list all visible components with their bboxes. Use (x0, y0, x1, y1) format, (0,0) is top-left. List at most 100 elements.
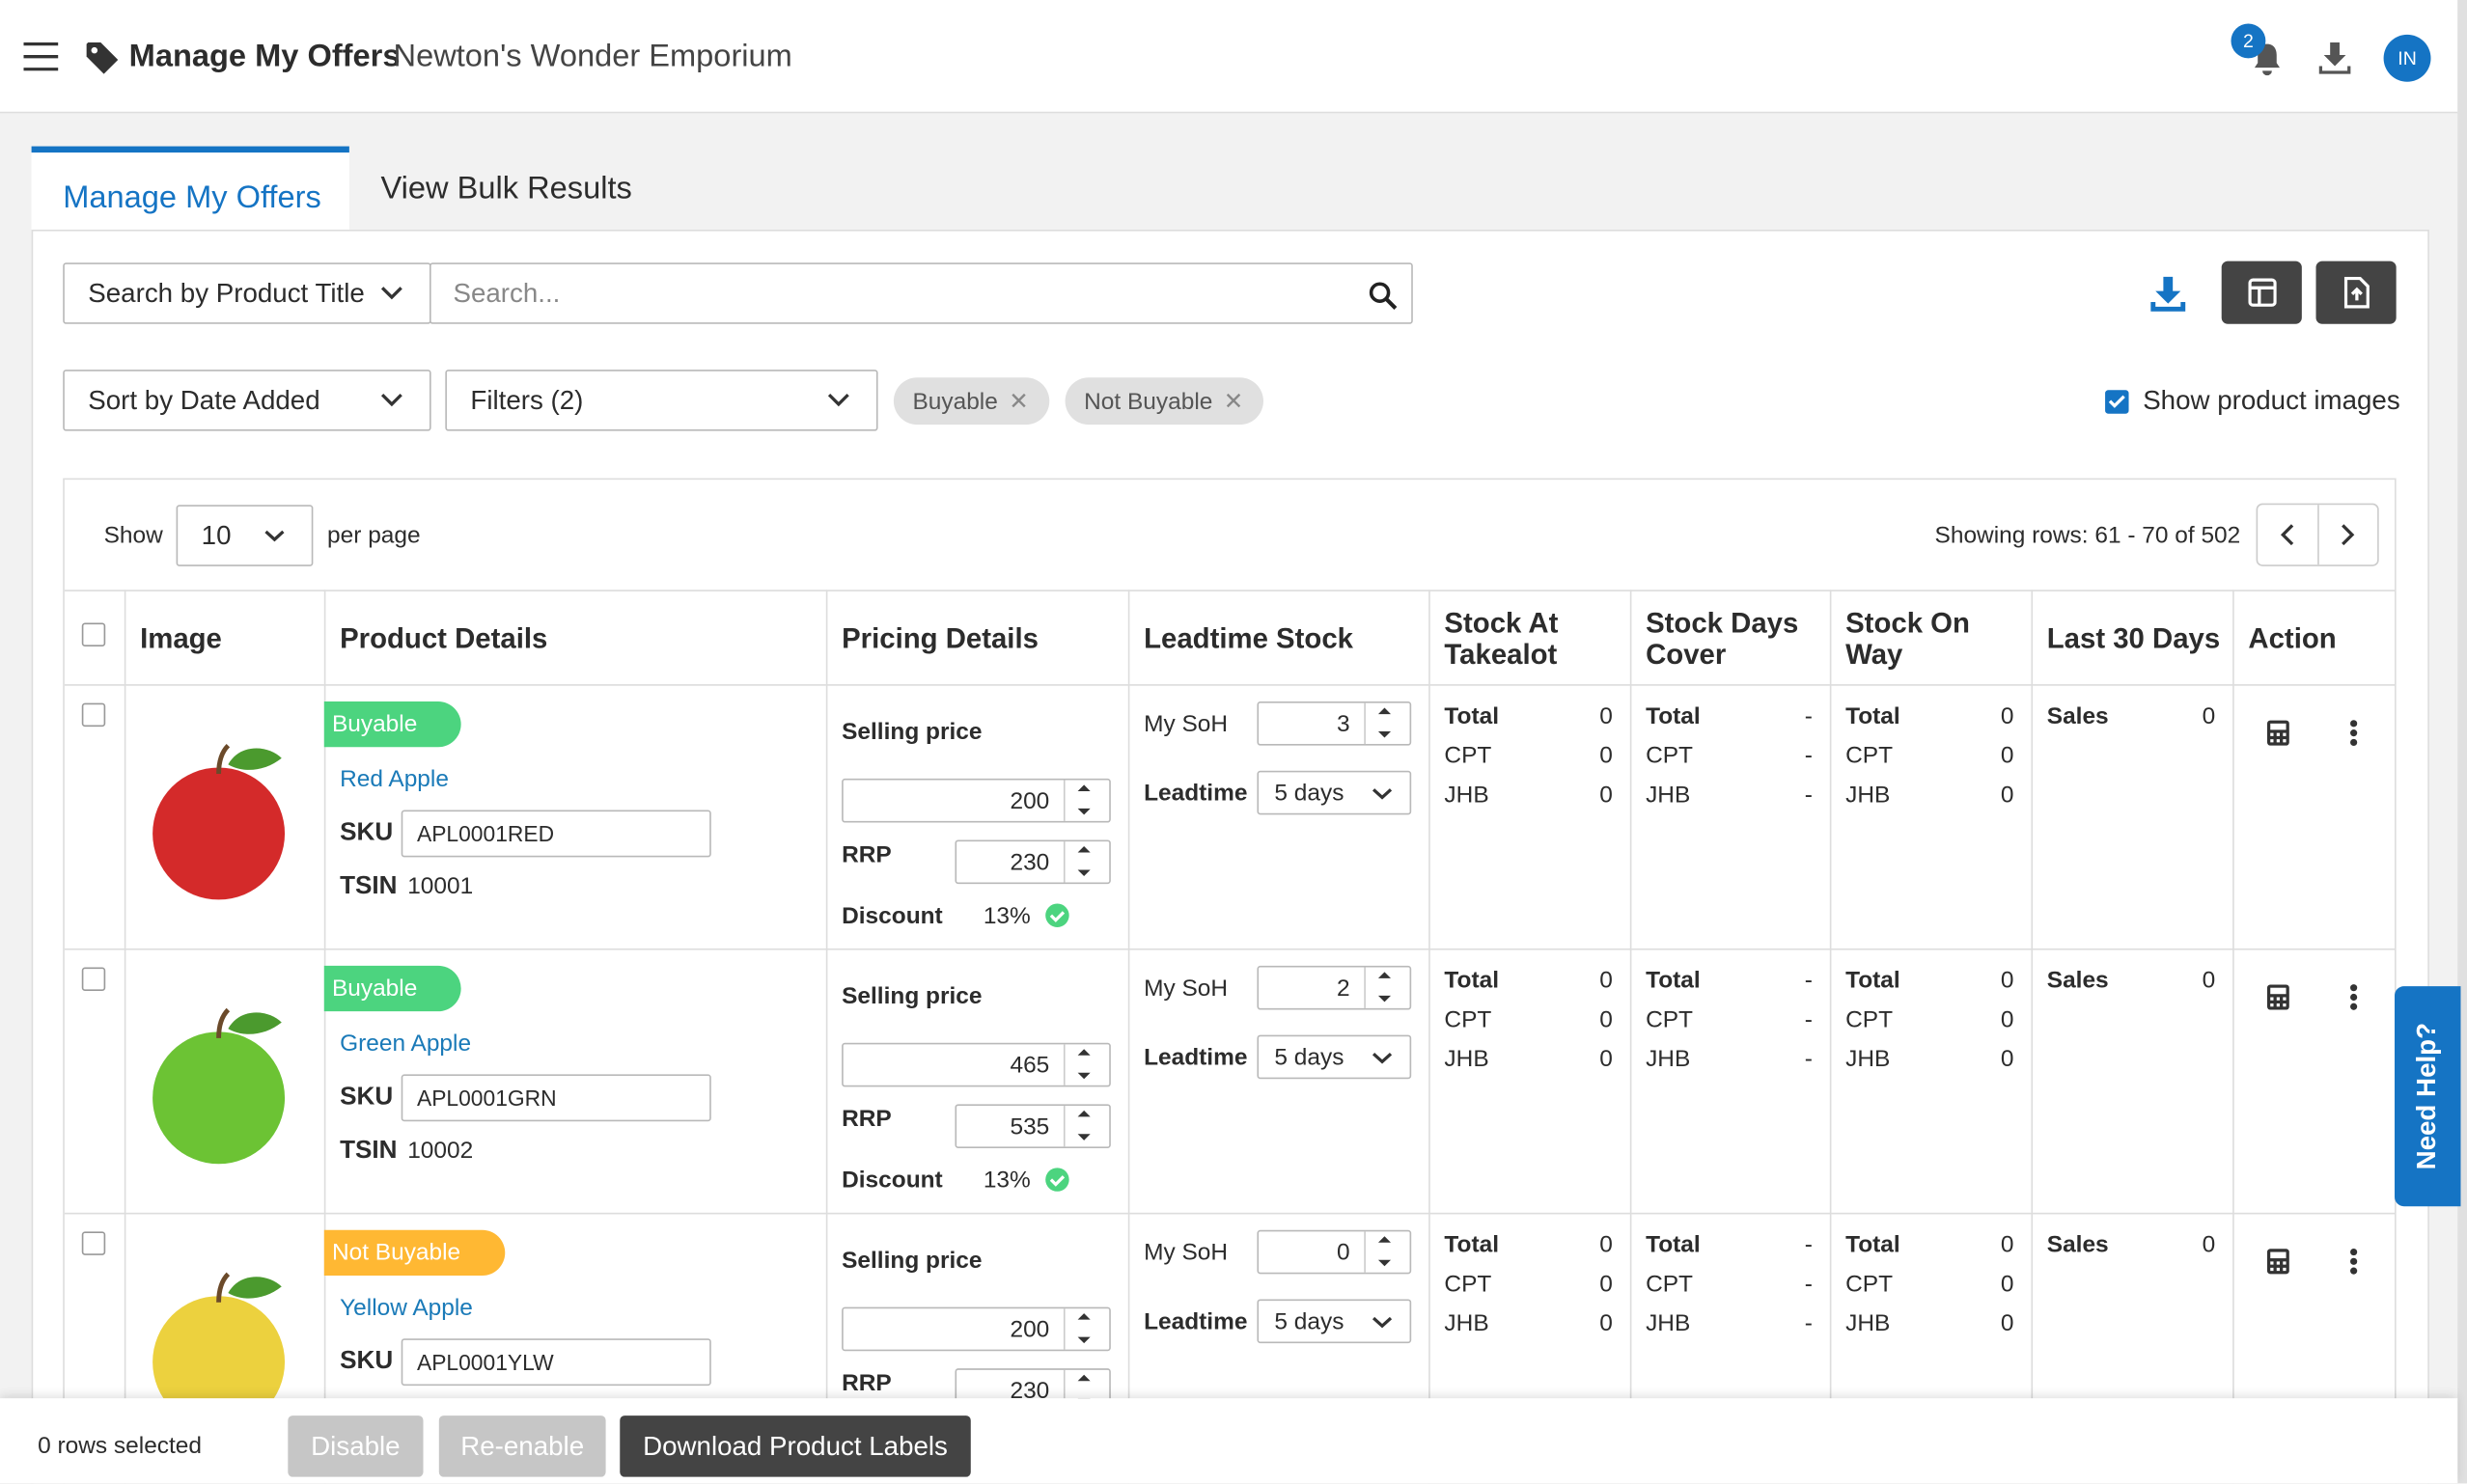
more-button[interactable] (2349, 719, 2359, 747)
sku-input[interactable]: APL0001YLW (402, 1338, 711, 1386)
calculator-button[interactable] (2265, 719, 2290, 747)
rrp-input[interactable]: 230 (955, 839, 1110, 884)
product-name[interactable]: Red Apple (340, 766, 449, 793)
sort-select[interactable]: Sort by Date Added (63, 370, 430, 431)
spinner[interactable] (1371, 971, 1399, 1005)
row-checkbox[interactable] (82, 968, 105, 991)
spinner[interactable] (1069, 783, 1097, 818)
divider (2317, 505, 2319, 564)
tsin-label: TSIN (340, 1138, 397, 1166)
stock-label: Total (1646, 968, 1701, 995)
more-button[interactable] (2349, 1248, 2359, 1276)
select-all-checkbox[interactable] (82, 623, 105, 646)
show-images-checkbox[interactable] (2105, 390, 2128, 413)
tag-icon (85, 41, 120, 75)
stock-value: 0 (1920, 782, 2014, 809)
sku-label: SKU (340, 819, 393, 847)
leadtime-select[interactable]: 5 days (1257, 771, 1411, 815)
tab-active[interactable]: Manage My Offers (32, 147, 349, 232)
stock-label: Total (1444, 968, 1499, 995)
soh-input[interactable]: 0 (1257, 1230, 1411, 1275)
status-badge: Buyable (324, 701, 461, 747)
input-value: 535 (956, 1113, 1049, 1140)
selling-price-input[interactable]: 465 (842, 1043, 1111, 1087)
column-header: Action (2248, 591, 2390, 686)
input-value: 200 (844, 788, 1050, 815)
columns-button[interactable] (2222, 261, 2302, 324)
menu-button[interactable] (23, 42, 58, 70)
leadtime-select[interactable]: 5 days (1257, 1035, 1411, 1080)
search-input[interactable]: Search... (430, 262, 1413, 324)
soh-label: My SoH (1144, 976, 1228, 1003)
selling-price-input[interactable]: 200 (842, 779, 1111, 823)
prev-page[interactable] (2278, 524, 2297, 546)
table-row: BuyableRed AppleSKUAPL0001REDTSIN10001Se… (65, 686, 2397, 950)
store-name: Newton's Wonder Emporium (394, 40, 792, 75)
sku-input[interactable]: APL0001RED (402, 811, 711, 858)
calculator-button[interactable] (2265, 1248, 2290, 1276)
rrp-label: RRP (842, 841, 892, 868)
stock-label: CPT (1646, 742, 1693, 769)
filters-select[interactable]: Filters (2) (445, 370, 877, 431)
soh-input[interactable]: 2 (1257, 966, 1411, 1010)
stock-value: 0 (1518, 1231, 1613, 1258)
selling-price-input[interactable]: 200 (842, 1307, 1111, 1352)
row-checkbox[interactable] (82, 1231, 105, 1254)
need-help-tab[interactable]: Need Help? (2395, 986, 2460, 1206)
sku-input[interactable]: APL0001GRN (402, 1074, 711, 1121)
tsin-value: 10001 (407, 873, 473, 900)
spinner[interactable] (1069, 1312, 1097, 1347)
status-badge: Buyable (324, 966, 461, 1011)
disable-button[interactable]: Disable (288, 1415, 423, 1477)
tsin-label: TSIN (340, 873, 397, 901)
stock-value: - (1718, 782, 1813, 809)
spinner[interactable] (1371, 706, 1399, 741)
spinner[interactable] (1069, 1048, 1097, 1083)
product-name[interactable]: Green Apple (340, 1031, 471, 1058)
soh-input[interactable]: 3 (1257, 701, 1411, 746)
column-header: Image (140, 591, 318, 686)
more-button[interactable] (2349, 983, 2359, 1011)
chip-label: Not Buyable (1084, 388, 1212, 415)
export-button[interactable] (2149, 275, 2187, 313)
reenable-button[interactable]: Re-enable (439, 1415, 606, 1477)
upload-button[interactable] (2316, 261, 2397, 324)
stock-label: Total (1845, 1231, 1900, 1258)
calculator-button[interactable] (2265, 983, 2290, 1011)
download-button[interactable] (2317, 41, 2352, 75)
chip-remove[interactable]: ✕ (1224, 387, 1244, 415)
spinner[interactable] (1069, 844, 1097, 879)
chevron (264, 530, 285, 542)
chevron (1372, 788, 1392, 801)
discount-label: Discount (842, 903, 943, 930)
stock-value: 0 (1518, 742, 1613, 769)
product-name[interactable]: Yellow Apple (340, 1295, 473, 1322)
page-title: Manage My Offers (129, 40, 401, 75)
avatar[interactable]: IN (2384, 35, 2431, 82)
stock-value: 0 (1920, 703, 2014, 730)
tab[interactable]: View Bulk Results (380, 172, 631, 207)
filter-chip[interactable]: Buyable ✕ (894, 377, 1049, 425)
next-page[interactable] (2338, 524, 2357, 546)
leadtime-value: 5 days (1274, 781, 1344, 808)
rrp-input[interactable]: 535 (955, 1104, 1110, 1148)
chip-remove[interactable]: ✕ (1009, 387, 1029, 415)
stock-label: JHB (1444, 782, 1488, 809)
spinner[interactable] (1069, 1109, 1097, 1143)
chip-label: Buyable (912, 388, 997, 415)
per-page-select[interactable]: 10 (177, 505, 314, 566)
leadtime-select[interactable]: 5 days (1257, 1299, 1411, 1343)
input-value: 2 (1259, 976, 1350, 1003)
spinner[interactable] (1371, 1235, 1399, 1270)
filter-chip[interactable]: Not Buyable ✕ (1066, 377, 1263, 425)
download-labels-button[interactable]: Download Product Labels (620, 1415, 971, 1477)
stock-value: - (1718, 742, 1813, 769)
sales-value: 0 (2121, 1231, 2215, 1258)
search-field-select[interactable]: Search by Product Title (63, 262, 430, 324)
row-checkbox[interactable] (82, 703, 105, 727)
stock-value: 0 (1518, 1310, 1613, 1337)
spinner-divider (1364, 968, 1366, 1008)
stock-value: - (1718, 1231, 1813, 1258)
input-value: 465 (844, 1053, 1050, 1080)
